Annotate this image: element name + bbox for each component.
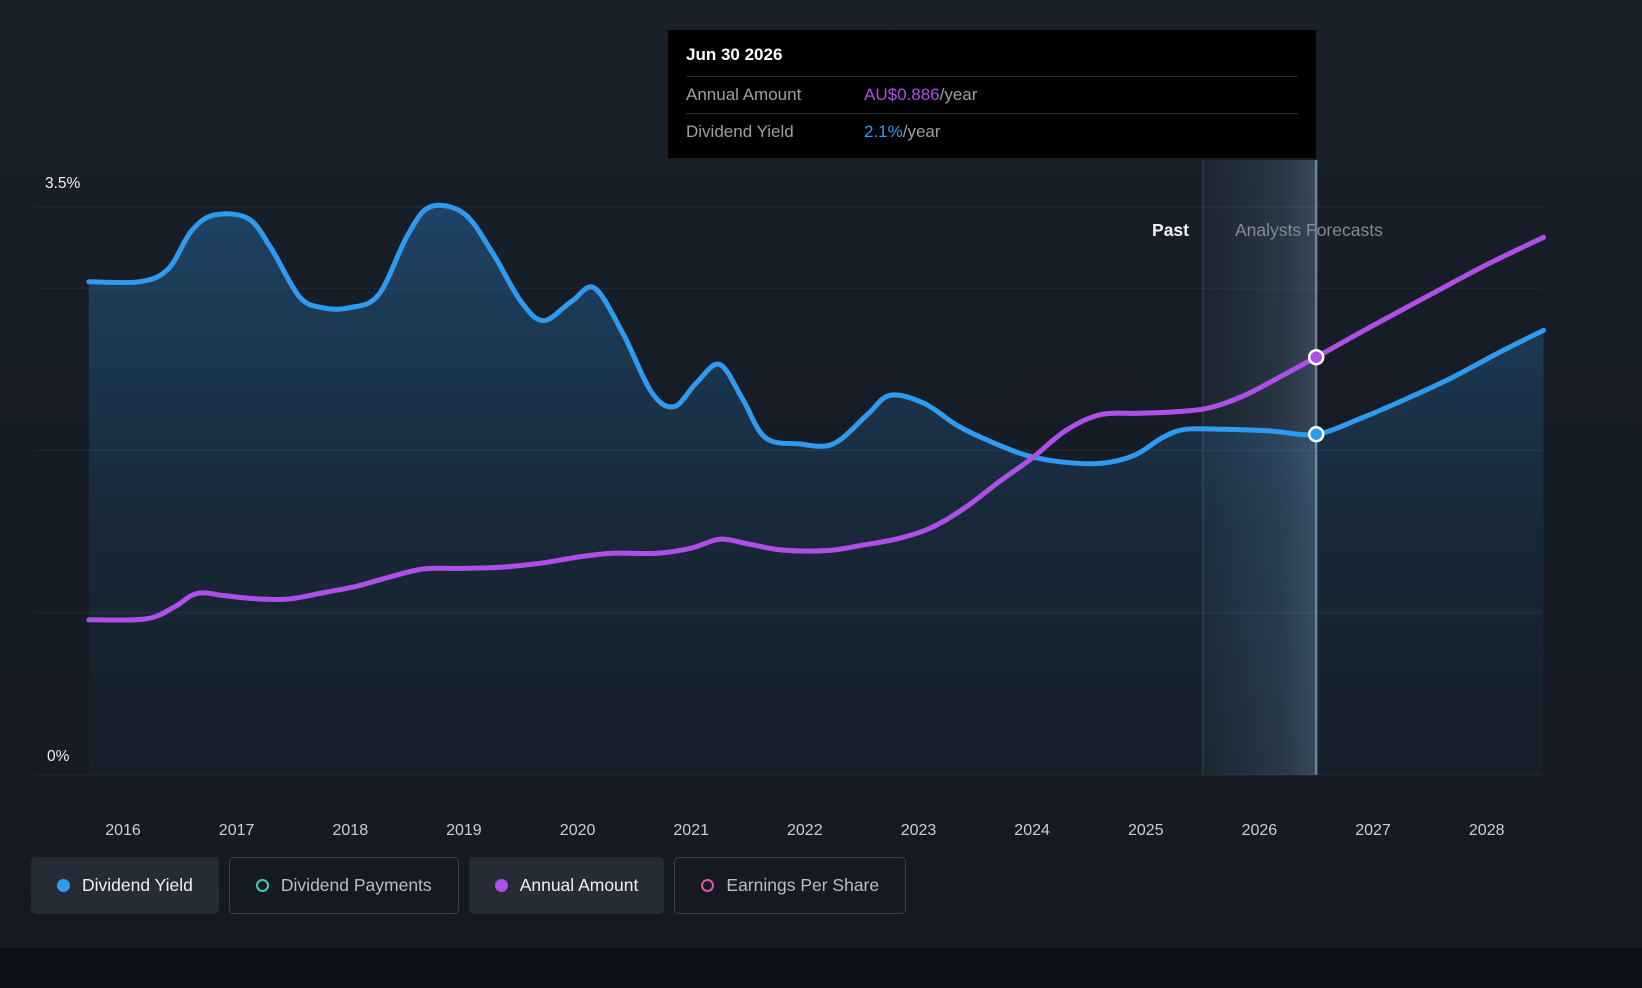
x-tick-2020: 2020 xyxy=(559,822,596,839)
earnings-per-share-swatch-icon xyxy=(701,879,715,892)
x-tick-2027: 2027 xyxy=(1355,822,1391,839)
forecast-label: Analysts Forecasts xyxy=(1235,220,1383,240)
past-label: Past xyxy=(1152,220,1189,240)
chart-tooltip: Jun 30 2026 Annual Amount AU$0.886/year D… xyxy=(668,30,1316,158)
tooltip-label: Annual Amount xyxy=(686,85,802,104)
tooltip-row-annual-amount: Annual Amount AU$0.886/year xyxy=(686,76,1298,113)
dividend-yield-marker[interactable] xyxy=(1307,425,1325,443)
legend-dividend-yield[interactable]: Dividend Yield xyxy=(31,857,219,914)
legend-label: Dividend Payments xyxy=(280,875,432,895)
annual-amount-line xyxy=(86,234,1546,623)
forecast-band xyxy=(1202,160,1317,775)
x-tick-2018: 2018 xyxy=(332,822,369,839)
dividend-yield-swatch-icon xyxy=(57,879,70,892)
tooltip-suffix: /year xyxy=(902,122,941,141)
x-tick-2022: 2022 xyxy=(787,822,823,839)
legend-dividend-payments[interactable]: Dividend Payments xyxy=(228,857,459,914)
tooltip-date: Jun 30 2026 xyxy=(686,45,783,64)
tooltip-value: 2.1% xyxy=(864,122,903,141)
tooltip-value: AU$0.886 xyxy=(864,85,940,104)
x-tick-2026: 2026 xyxy=(1241,822,1278,839)
annual-amount-swatch-icon xyxy=(494,879,508,892)
x-axis-labels: 2016 2017 2018 2019 2020 2021 2022 2023 2024 2025… xyxy=(0,822,1642,852)
legend-label: Dividend Yield xyxy=(82,875,193,895)
legend-annual-amount[interactable]: Annual Amount xyxy=(468,857,665,914)
y-axis-label-max: 3.5% xyxy=(45,175,81,192)
annual-amount-marker[interactable] xyxy=(1307,348,1325,366)
tooltip-row-dividend-yield: Dividend Yield 2.1%/year xyxy=(686,113,1298,150)
dividend-yield-line xyxy=(86,202,1546,467)
chart-legend: Dividend Yield Dividend Payments Annual … xyxy=(31,857,907,914)
legend-label: Earnings Per Share xyxy=(726,875,880,895)
bottom-strip xyxy=(0,948,1642,988)
x-tick-2025: 2025 xyxy=(1128,822,1164,839)
dividend-yield-area xyxy=(88,205,1544,775)
tooltip-suffix: /year xyxy=(939,85,978,104)
x-tick-2019: 2019 xyxy=(446,822,482,839)
x-tick-2017: 2017 xyxy=(218,822,255,839)
legend-earnings-per-share[interactable]: Earnings Per Share xyxy=(674,857,907,914)
dividend-payments-swatch-icon xyxy=(255,879,269,892)
tooltip-label: Dividend Yield xyxy=(686,122,794,141)
legend-label: Annual Amount xyxy=(519,875,639,895)
x-tick-2016: 2016 xyxy=(105,822,141,839)
x-tick-2023: 2023 xyxy=(900,822,937,839)
x-tick-2024: 2024 xyxy=(1014,822,1050,839)
x-tick-2028: 2028 xyxy=(1468,822,1505,839)
x-tick-2021: 2021 xyxy=(673,822,709,839)
y-axis-label-min: 0% xyxy=(47,748,70,765)
